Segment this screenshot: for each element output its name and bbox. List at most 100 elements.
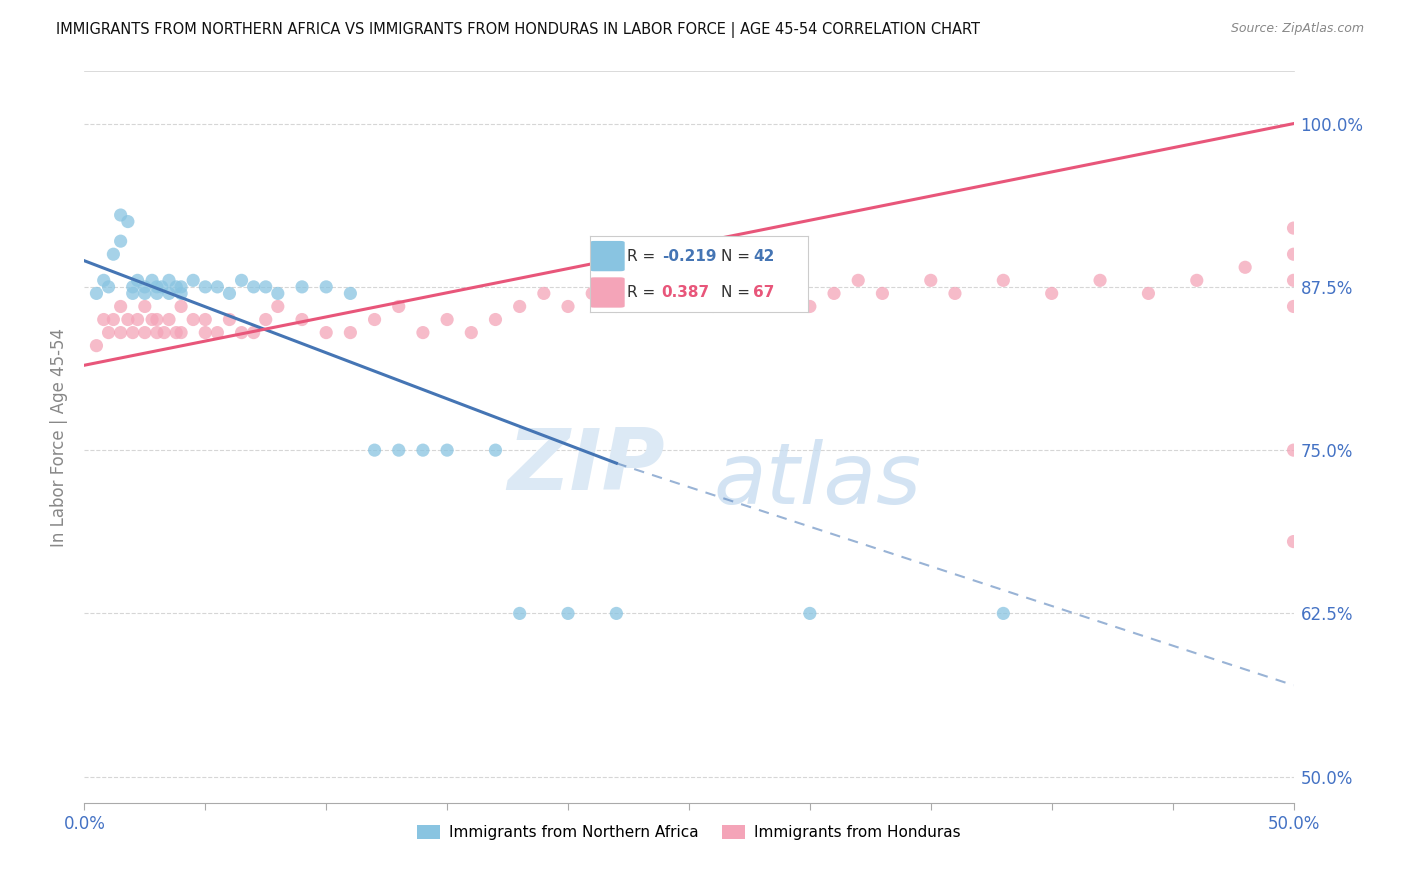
- Text: IMMIGRANTS FROM NORTHERN AFRICA VS IMMIGRANTS FROM HONDURAS IN LABOR FORCE | AGE: IMMIGRANTS FROM NORTHERN AFRICA VS IMMIG…: [56, 22, 980, 38]
- FancyBboxPatch shape: [591, 241, 624, 271]
- Point: [702, 300, 724, 314]
- Legend: Immigrants from Northern Africa, Immigrants from Honduras: Immigrants from Northern Africa, Immigra…: [411, 819, 967, 847]
- Point: [207, 326, 229, 340]
- Point: [363, 443, 385, 458]
- Text: Source: ZipAtlas.com: Source: ZipAtlas.com: [1230, 22, 1364, 36]
- Point: [117, 312, 139, 326]
- Point: [581, 286, 603, 301]
- Point: [110, 326, 132, 340]
- Point: [291, 280, 314, 294]
- Point: [1282, 273, 1305, 287]
- Point: [181, 273, 204, 287]
- Point: [630, 286, 652, 301]
- Point: [315, 280, 337, 294]
- Point: [254, 312, 277, 326]
- Text: N =: N =: [721, 285, 755, 300]
- Point: [146, 286, 169, 301]
- Point: [146, 326, 169, 340]
- Point: [117, 214, 139, 228]
- Point: [993, 607, 1015, 621]
- Point: [654, 273, 676, 287]
- Point: [231, 326, 253, 340]
- Point: [110, 234, 132, 248]
- Point: [242, 326, 264, 340]
- Point: [846, 273, 869, 287]
- Point: [93, 273, 115, 287]
- Point: [97, 326, 120, 340]
- Point: [170, 326, 193, 340]
- Point: [533, 286, 555, 301]
- Point: [751, 273, 773, 287]
- Point: [412, 326, 434, 340]
- Point: [141, 312, 163, 326]
- Point: [207, 280, 229, 294]
- Text: ZIP: ZIP: [508, 425, 665, 508]
- Point: [557, 607, 579, 621]
- Point: [436, 443, 458, 458]
- FancyBboxPatch shape: [591, 277, 624, 308]
- Point: [993, 273, 1015, 287]
- Text: atlas: atlas: [713, 440, 921, 523]
- Point: [267, 300, 290, 314]
- Point: [1282, 300, 1305, 314]
- Point: [121, 280, 143, 294]
- Point: [436, 312, 458, 326]
- Point: [181, 312, 204, 326]
- Point: [725, 286, 748, 301]
- Point: [799, 607, 821, 621]
- Point: [110, 300, 132, 314]
- Point: [141, 273, 163, 287]
- Point: [920, 273, 942, 287]
- Point: [170, 286, 193, 301]
- Point: [509, 300, 531, 314]
- Point: [460, 326, 482, 340]
- Point: [363, 312, 385, 326]
- Point: [557, 300, 579, 314]
- Point: [146, 280, 169, 294]
- Point: [254, 280, 277, 294]
- Point: [157, 286, 180, 301]
- Point: [775, 286, 797, 301]
- Point: [1137, 286, 1160, 301]
- Text: 0.387: 0.387: [662, 285, 710, 300]
- Text: R =: R =: [627, 249, 659, 264]
- Point: [1088, 273, 1111, 287]
- Point: [412, 443, 434, 458]
- Point: [872, 286, 894, 301]
- Point: [509, 607, 531, 621]
- Point: [86, 339, 108, 353]
- Point: [134, 280, 156, 294]
- Point: [605, 300, 627, 314]
- Point: [157, 312, 180, 326]
- Point: [1282, 221, 1305, 235]
- Point: [146, 312, 169, 326]
- Point: [1185, 273, 1208, 287]
- Point: [1040, 286, 1063, 301]
- Point: [103, 312, 125, 326]
- Point: [799, 300, 821, 314]
- Point: [157, 273, 180, 287]
- Text: 67: 67: [754, 285, 775, 300]
- Point: [388, 300, 411, 314]
- Point: [150, 280, 173, 294]
- Text: N =: N =: [721, 249, 755, 264]
- Point: [165, 326, 187, 340]
- Point: [194, 326, 217, 340]
- Point: [127, 273, 149, 287]
- Point: [242, 280, 264, 294]
- Point: [339, 286, 361, 301]
- Point: [605, 607, 627, 621]
- Point: [388, 443, 411, 458]
- Point: [1282, 247, 1305, 261]
- Text: 42: 42: [754, 249, 775, 264]
- Point: [127, 312, 149, 326]
- Point: [315, 326, 337, 340]
- Y-axis label: In Labor Force | Age 45-54: In Labor Force | Age 45-54: [51, 327, 69, 547]
- Point: [110, 208, 132, 222]
- Point: [823, 286, 845, 301]
- Point: [121, 326, 143, 340]
- Point: [153, 326, 176, 340]
- Point: [678, 286, 700, 301]
- Point: [86, 286, 108, 301]
- Point: [267, 286, 290, 301]
